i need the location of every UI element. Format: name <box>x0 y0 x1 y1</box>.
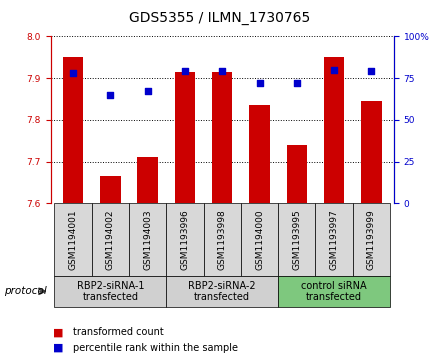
Bar <box>54 203 92 276</box>
Bar <box>278 203 315 276</box>
Bar <box>100 176 121 203</box>
Bar <box>286 145 307 203</box>
Text: GSM1193998: GSM1193998 <box>218 209 227 270</box>
Point <box>368 69 375 74</box>
Text: RBP2-siRNA-1
transfected: RBP2-siRNA-1 transfected <box>77 281 144 302</box>
Text: GSM1194000: GSM1194000 <box>255 209 264 270</box>
Point <box>330 67 337 73</box>
Bar <box>63 57 83 203</box>
Bar <box>175 72 195 203</box>
Bar <box>241 203 278 276</box>
Text: GSM1193996: GSM1193996 <box>180 209 189 270</box>
Text: GSM1193999: GSM1193999 <box>367 209 376 270</box>
Point <box>256 80 263 86</box>
Bar <box>324 57 345 203</box>
Bar <box>137 158 158 203</box>
Text: transformed count: transformed count <box>73 327 163 337</box>
Text: GSM1194003: GSM1194003 <box>143 209 152 270</box>
Text: GSM1193995: GSM1193995 <box>292 209 301 270</box>
Bar <box>92 203 129 276</box>
Bar <box>278 276 390 307</box>
Text: RBP2-siRNA-2
transfected: RBP2-siRNA-2 transfected <box>188 281 256 302</box>
Text: protocol: protocol <box>4 286 47 296</box>
Text: GSM1194001: GSM1194001 <box>69 209 77 270</box>
Bar <box>361 101 381 203</box>
Bar <box>204 203 241 276</box>
Text: GSM1193997: GSM1193997 <box>330 209 339 270</box>
Point <box>293 80 301 86</box>
Bar <box>166 276 278 307</box>
Bar <box>315 203 353 276</box>
Bar <box>166 203 204 276</box>
Bar <box>249 105 270 203</box>
Text: ■: ■ <box>53 343 63 353</box>
Bar <box>353 203 390 276</box>
Text: GDS5355 / ILMN_1730765: GDS5355 / ILMN_1730765 <box>129 11 311 25</box>
Text: ■: ■ <box>53 327 63 337</box>
Point <box>181 69 188 74</box>
Point <box>70 70 77 76</box>
Point <box>107 92 114 98</box>
Bar <box>54 276 166 307</box>
Bar <box>212 72 232 203</box>
Text: percentile rank within the sample: percentile rank within the sample <box>73 343 238 353</box>
Point <box>144 89 151 94</box>
Point <box>219 69 226 74</box>
Bar <box>129 203 166 276</box>
Text: GSM1194002: GSM1194002 <box>106 209 115 270</box>
Text: control siRNA
transfected: control siRNA transfected <box>301 281 367 302</box>
